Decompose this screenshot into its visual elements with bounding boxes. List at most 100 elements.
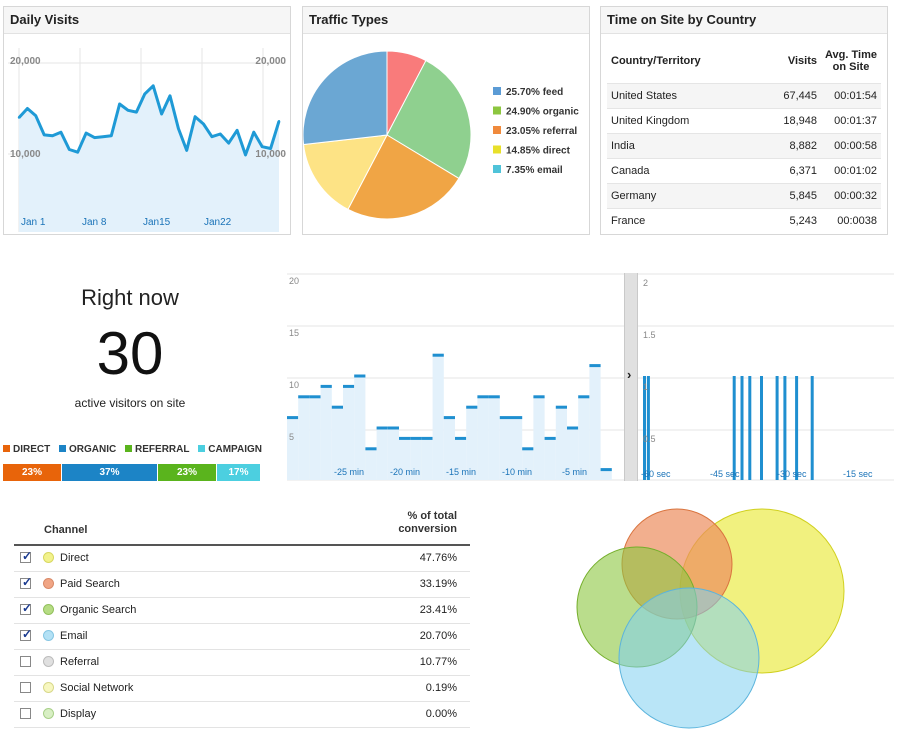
daily-visits-line <box>17 84 281 157</box>
minute-bar[interactable] <box>399 438 411 480</box>
channel-checkbox[interactable]: ✓ <box>20 549 32 563</box>
data-point <box>269 147 272 150</box>
active-visitor-count: 30 <box>96 320 164 387</box>
table-row[interactable]: ✓ Organic Search 23.41% <box>14 598 470 624</box>
minute-bar[interactable] <box>343 386 355 480</box>
table-row[interactable]: Social Network 0.19% <box>14 676 470 702</box>
channel-name: Organic Search <box>60 604 137 616</box>
minute-bar[interactable] <box>432 355 444 480</box>
channel-checkbox[interactable]: ✓ <box>20 627 32 641</box>
channel-color-dot <box>43 552 54 563</box>
minute-bar-cap <box>466 405 478 409</box>
minute-bar[interactable] <box>488 396 500 480</box>
minute-bar[interactable] <box>600 469 612 480</box>
second-bar[interactable] <box>783 376 787 480</box>
minute-bar[interactable] <box>455 438 467 480</box>
second-bar[interactable] <box>760 376 763 480</box>
minute-bar[interactable] <box>522 448 534 480</box>
minute-bar[interactable] <box>309 396 321 480</box>
table-row[interactable]: ✓ Direct 47.76% <box>14 546 470 572</box>
minute-bar[interactable] <box>410 438 422 480</box>
channel-conversion-percent: 10.77% <box>419 656 457 668</box>
minute-bar[interactable] <box>499 417 511 480</box>
pie-slice[interactable] <box>303 134 388 211</box>
country-avg-time: 00:01:54 <box>821 82 881 108</box>
minute-bar[interactable] <box>578 396 590 480</box>
minute-bar[interactable] <box>320 386 332 480</box>
second-bar[interactable] <box>810 376 814 480</box>
minute-bar-cap <box>343 384 355 388</box>
data-point <box>177 127 180 130</box>
legend-swatch <box>493 106 501 115</box>
country-visits: 18,948 <box>757 107 821 133</box>
data-point <box>227 141 230 145</box>
second-bar[interactable] <box>643 376 646 480</box>
second-bar[interactable] <box>795 376 799 480</box>
table-row: India 8,882 00:00:58 <box>607 132 881 158</box>
country-name: Germany <box>607 182 757 208</box>
pie-slice[interactable] <box>303 50 388 146</box>
x-axis-label: -10 min <box>502 467 532 477</box>
minute-bar[interactable] <box>466 407 478 480</box>
minute-bar[interactable] <box>443 417 455 480</box>
daily-visits-chart: 20,000 10,000 20,000 10,000 Jan 1 Jan 8 … <box>8 48 286 232</box>
table-row[interactable]: Display 0.00% <box>14 702 470 728</box>
country-visits: 5,845 <box>757 182 821 208</box>
table-row: Canada 6,371 00:01:02 <box>607 157 881 183</box>
country-table: Country/Territory Visits Avg. Time on Si… <box>607 39 881 233</box>
minute-bar[interactable] <box>555 407 567 480</box>
minute-bar[interactable] <box>287 417 299 480</box>
data-point <box>185 149 188 152</box>
channel-checkbox[interactable]: ✓ <box>20 601 32 615</box>
second-bar[interactable] <box>748 376 752 480</box>
x-axis-label: Jan15 <box>143 217 171 228</box>
data-point <box>244 153 247 157</box>
channel-color-dot <box>43 604 54 615</box>
daily-visits-title: Daily Visits <box>4 7 290 34</box>
legend-label: 23.05% referral <box>506 126 577 137</box>
chart-splitter[interactable]: › <box>624 273 638 481</box>
minute-bar[interactable] <box>298 396 310 480</box>
second-bar[interactable] <box>732 376 736 480</box>
second-bar[interactable] <box>740 376 744 480</box>
legend-swatch <box>198 445 206 452</box>
minute-bar[interactable] <box>376 428 388 480</box>
pie-slice[interactable] <box>386 59 472 180</box>
minute-bar[interactable] <box>354 376 366 480</box>
minute-bar-cap <box>331 405 343 409</box>
legend-label: 7.35% email <box>506 165 563 176</box>
country-visits: 8,882 <box>757 132 821 158</box>
minute-bar[interactable] <box>511 417 523 480</box>
minute-bar[interactable] <box>387 428 399 480</box>
legend-item-organic: ORGANIC <box>59 444 116 455</box>
pie-slice[interactable] <box>347 134 460 220</box>
channel-checkbox[interactable] <box>20 708 31 719</box>
y-axis-label: 10 <box>289 380 299 390</box>
channel-checkbox[interactable]: ✓ <box>20 575 32 589</box>
country-name: France <box>607 207 757 233</box>
table-row[interactable]: ✓ Email 20.70% <box>14 624 470 650</box>
y-axis-label: 1 <box>643 382 648 392</box>
segment-referral: 23% <box>158 464 216 481</box>
minute-bar[interactable] <box>544 438 556 480</box>
table-row: United States 67,445 00:01:54 <box>607 82 881 108</box>
venn-circle-email[interactable] <box>618 587 760 729</box>
table-row[interactable]: Referral 10.77% <box>14 650 470 676</box>
minute-bar[interactable] <box>589 365 601 480</box>
minute-bar[interactable] <box>567 428 579 480</box>
channel-checkbox[interactable] <box>20 682 31 693</box>
channel-checkbox[interactable] <box>20 656 31 667</box>
table-row[interactable]: ✓ Paid Search 33.19% <box>14 572 470 598</box>
second-bar[interactable] <box>775 376 779 480</box>
minute-bar-cap <box>399 436 411 440</box>
chevron-right-icon[interactable]: › <box>627 367 632 382</box>
minute-bar[interactable] <box>477 396 489 480</box>
minute-bar[interactable] <box>533 396 545 480</box>
minute-bar-cap <box>387 426 399 430</box>
minute-bar[interactable] <box>421 438 433 480</box>
minute-bar[interactable] <box>331 407 343 480</box>
data-point <box>34 114 37 117</box>
second-bar[interactable] <box>646 376 650 480</box>
minute-bar[interactable] <box>365 448 377 480</box>
minute-bar-cap <box>298 395 310 399</box>
